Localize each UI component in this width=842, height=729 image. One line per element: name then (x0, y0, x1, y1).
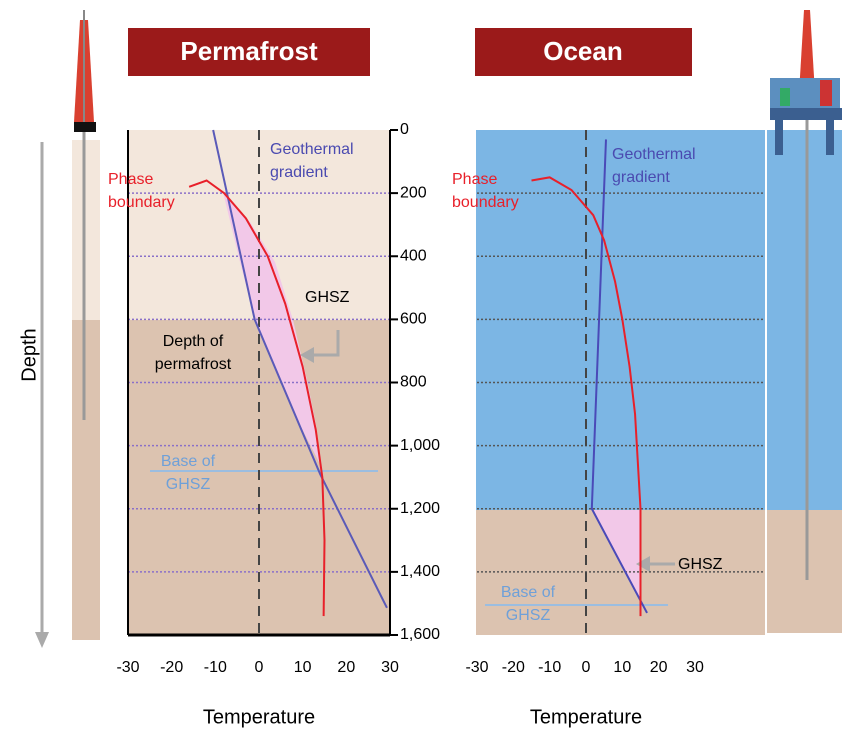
curve (531, 176, 642, 617)
x-tick-label: -20 (160, 659, 183, 676)
depth-arrow-head (35, 632, 49, 648)
x-tick-label: -10 (204, 659, 227, 676)
land-rig (74, 10, 96, 132)
y-tick-label: 1,000 (400, 437, 440, 454)
title-box (475, 28, 692, 76)
well-column (72, 320, 100, 640)
ocean-column (767, 510, 842, 633)
annotation: gradient (612, 169, 670, 186)
well-column (72, 140, 100, 320)
y-axis-label: Depth (18, 328, 40, 381)
y-tick-label: 1,200 (400, 500, 440, 517)
title-box (128, 28, 370, 76)
x-tick-label: 30 (381, 659, 399, 676)
x-tick-label: 0 (255, 659, 264, 676)
annotation: GHSZ (305, 289, 350, 306)
y-tick-label: 1,400 (400, 563, 440, 580)
y-tick-label: 200 (400, 184, 427, 201)
chart-title: Ocean (543, 36, 623, 66)
annotation: gradient (270, 164, 328, 181)
annotation: GHSZ (678, 556, 723, 573)
x-tick-label: -30 (116, 659, 139, 676)
y-tick-label: 600 (400, 311, 427, 328)
x-tick-label: -20 (502, 659, 525, 676)
annotation: permafrost (155, 356, 232, 373)
x-axis-label: Temperature (530, 706, 642, 728)
annotation: Geothermal (270, 141, 354, 158)
annotation: Depth of (163, 333, 224, 350)
x-tick-label: 10 (613, 659, 631, 676)
ocean-column (767, 130, 842, 510)
annotation: Geothermal (612, 146, 696, 163)
y-tick-label: 0 (400, 121, 409, 138)
annotation: Phase (452, 171, 497, 188)
x-tick-label: 0 (582, 659, 591, 676)
annotation: Base of (501, 584, 556, 601)
x-tick-label: -10 (538, 659, 561, 676)
y-tick-label: 400 (400, 247, 427, 264)
x-tick-label: 20 (337, 659, 355, 676)
annotation: boundary (452, 194, 519, 211)
annotation: Base of (161, 453, 216, 470)
x-tick-label: 10 (294, 659, 312, 676)
ocean-water (476, 130, 765, 510)
y-tick-label: 800 (400, 374, 427, 391)
annotation: GHSZ (166, 476, 211, 493)
offshore-rig (770, 10, 842, 155)
ghsz-arrow-head (636, 556, 650, 572)
annotation: boundary (108, 194, 175, 211)
ghsz-region (223, 192, 322, 468)
curve (212, 129, 388, 609)
annotation: GHSZ (506, 607, 551, 624)
annotation: Phase (108, 171, 153, 188)
x-tick-label: 30 (686, 659, 704, 676)
x-tick-label: -30 (465, 659, 488, 676)
x-axis-label: Temperature (203, 706, 315, 728)
ghsz-arrow-head (300, 347, 314, 363)
x-tick-label: 20 (650, 659, 668, 676)
y-tick-label: 1,600 (400, 626, 440, 643)
chart-title: Permafrost (180, 36, 318, 66)
curve (590, 139, 648, 614)
curve (188, 179, 326, 617)
ghsz-arrow (312, 330, 340, 357)
